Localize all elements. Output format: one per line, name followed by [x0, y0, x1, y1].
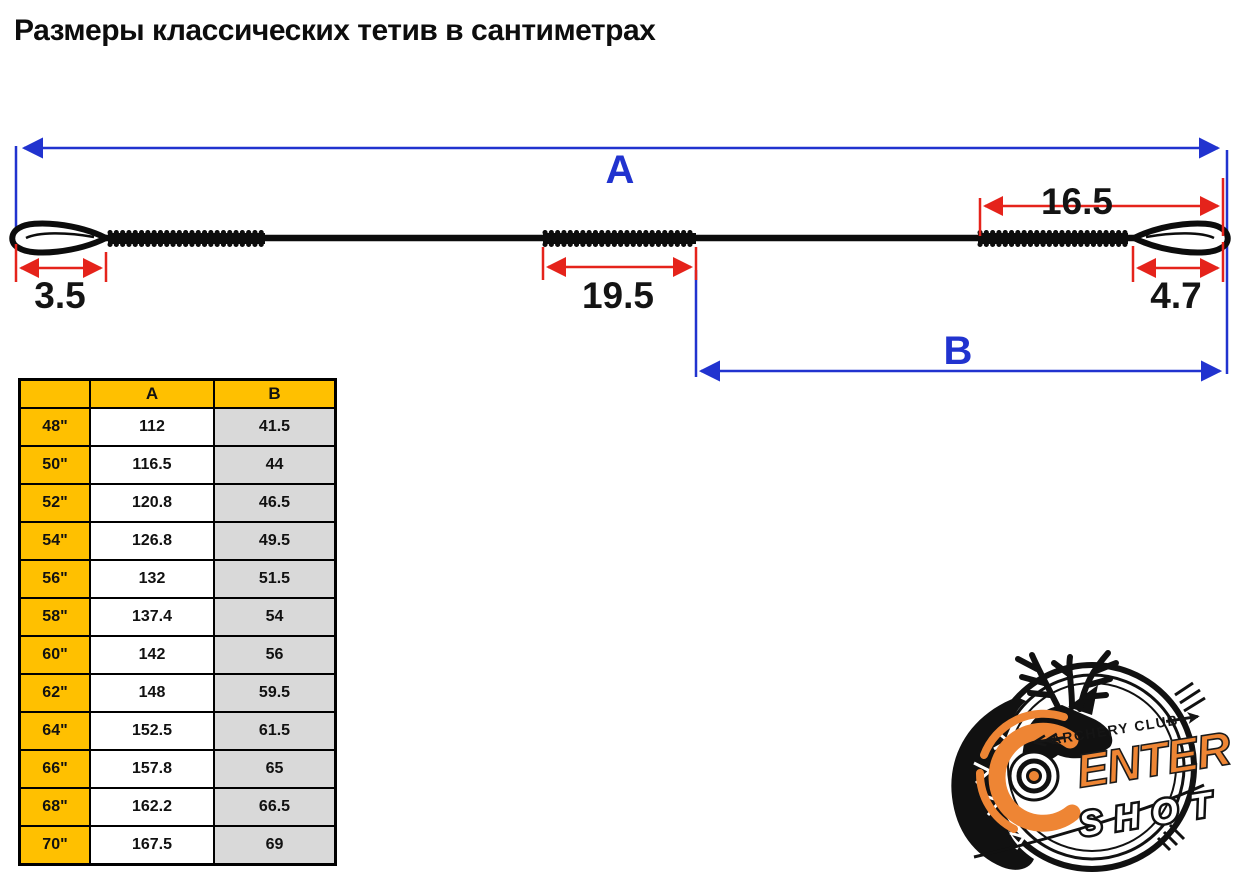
dim-right-serving-value: 16.5 [1041, 181, 1113, 222]
label-a: A [606, 148, 635, 192]
cell-b: 51.5 [213, 559, 337, 599]
cell-b: 59.5 [213, 673, 337, 713]
cell-b: 49.5 [213, 521, 337, 561]
bowstring-dimension-diagram: A B [9, 137, 1231, 382]
dimension-right-loop: 4.7 [1131, 242, 1225, 316]
cell-size: 60" [18, 635, 91, 675]
table-row: 56" 132 51.5 [18, 559, 337, 599]
cell-a: 142 [89, 635, 215, 675]
left-string-loop [9, 220, 109, 256]
dim-center-serving-value: 19.5 [582, 275, 654, 316]
cell-b: 65 [213, 749, 337, 789]
table-row: 50" 116.5 44 [18, 445, 337, 485]
cell-size: 62" [18, 673, 91, 713]
cell-b: 69 [213, 825, 337, 866]
cell-b: 41.5 [213, 407, 337, 447]
cell-b: 44 [213, 445, 337, 485]
cell-b: 54 [213, 597, 337, 637]
right-string-loop [1131, 220, 1231, 256]
dimension-b: B [694, 270, 1223, 382]
table-row: 64" 152.5 61.5 [18, 711, 337, 751]
cell-a: 152.5 [89, 711, 215, 751]
label-b: B [944, 329, 973, 373]
table-header-row: A B [18, 378, 337, 409]
cell-size: 66" [18, 749, 91, 789]
cell-a: 126.8 [89, 521, 215, 561]
club-arrow-fletching [1033, 732, 1059, 747]
table-row: 58" 137.4 54 [18, 597, 337, 637]
table-row: 68" 162.2 66.5 [18, 787, 337, 827]
size-table-body: 48" 112 41.5 50" 116.5 44 52" 120.8 46.5 54" 126.8… [18, 407, 337, 866]
table-row: 62" 148 59.5 [18, 673, 337, 713]
logo-text-group: ARCHERY CLUB ENTER SHOT [1033, 712, 1235, 847]
cell-size: 50" [18, 445, 91, 485]
header-size [18, 378, 91, 409]
cell-a: 167.5 [89, 825, 215, 866]
cell-size: 56" [18, 559, 91, 599]
page-title: Размеры классических тетив в сантиметрах [14, 14, 656, 47]
right-serving [977, 230, 1129, 247]
size-table: A B 48" 112 41.5 50" 116.5 44 52" 120.8 46.5 54" 1… [18, 378, 337, 866]
cell-b: 66.5 [213, 787, 337, 827]
header-b: B [213, 378, 337, 409]
header-a: A [89, 378, 215, 409]
cell-a: 162.2 [89, 787, 215, 827]
table-row: 66" 157.8 65 [18, 749, 337, 789]
table-row: 70" 167.5 69 [18, 825, 337, 866]
table-row: 52" 120.8 46.5 [18, 483, 337, 523]
size-table-container: A B 48" 112 41.5 50" 116.5 44 52" 120.8 46.5 54" 1… [18, 378, 337, 866]
cell-size: 54" [18, 521, 91, 561]
cell-b: 46.5 [213, 483, 337, 523]
cell-a: 120.8 [89, 483, 215, 523]
cell-size: 68" [18, 787, 91, 827]
table-row: 54" 126.8 49.5 [18, 521, 337, 561]
cell-a: 157.8 [89, 749, 215, 789]
cell-b: 56 [213, 635, 337, 675]
dimension-right-serving: 16.5 [978, 178, 1225, 236]
center-serving [542, 230, 697, 247]
cell-a: 132 [89, 559, 215, 599]
dim-left-loop-value: 3.5 [34, 275, 85, 316]
cell-size: 70" [18, 825, 91, 866]
dimension-center-serving: 19.5 [541, 247, 698, 316]
bowstring [9, 220, 1231, 256]
cell-a: 116.5 [89, 445, 215, 485]
table-row: 48" 112 41.5 [18, 407, 337, 447]
cell-size: 58" [18, 597, 91, 637]
cell-a: 137.4 [89, 597, 215, 637]
dim-right-loop-value: 4.7 [1150, 275, 1201, 316]
table-row: 60" 142 56 [18, 635, 337, 675]
club-arrow-head [1186, 712, 1200, 724]
logo-swoosh [973, 783, 1205, 859]
logo-c-swirl [975, 709, 1081, 833]
cell-b: 61.5 [213, 711, 337, 751]
cell-size: 52" [18, 483, 91, 523]
target-icon [1008, 750, 1060, 802]
center-shot-logo: ARCHERY CLUB ENTER SHOT [951, 650, 1235, 872]
cell-a: 148 [89, 673, 215, 713]
cell-size: 48" [18, 407, 91, 447]
cell-size: 64" [18, 711, 91, 751]
cell-a: 112 [89, 407, 215, 447]
dimension-a: A [14, 137, 1229, 374]
dimension-left-loop: 3.5 [14, 244, 108, 316]
left-serving [107, 230, 267, 247]
